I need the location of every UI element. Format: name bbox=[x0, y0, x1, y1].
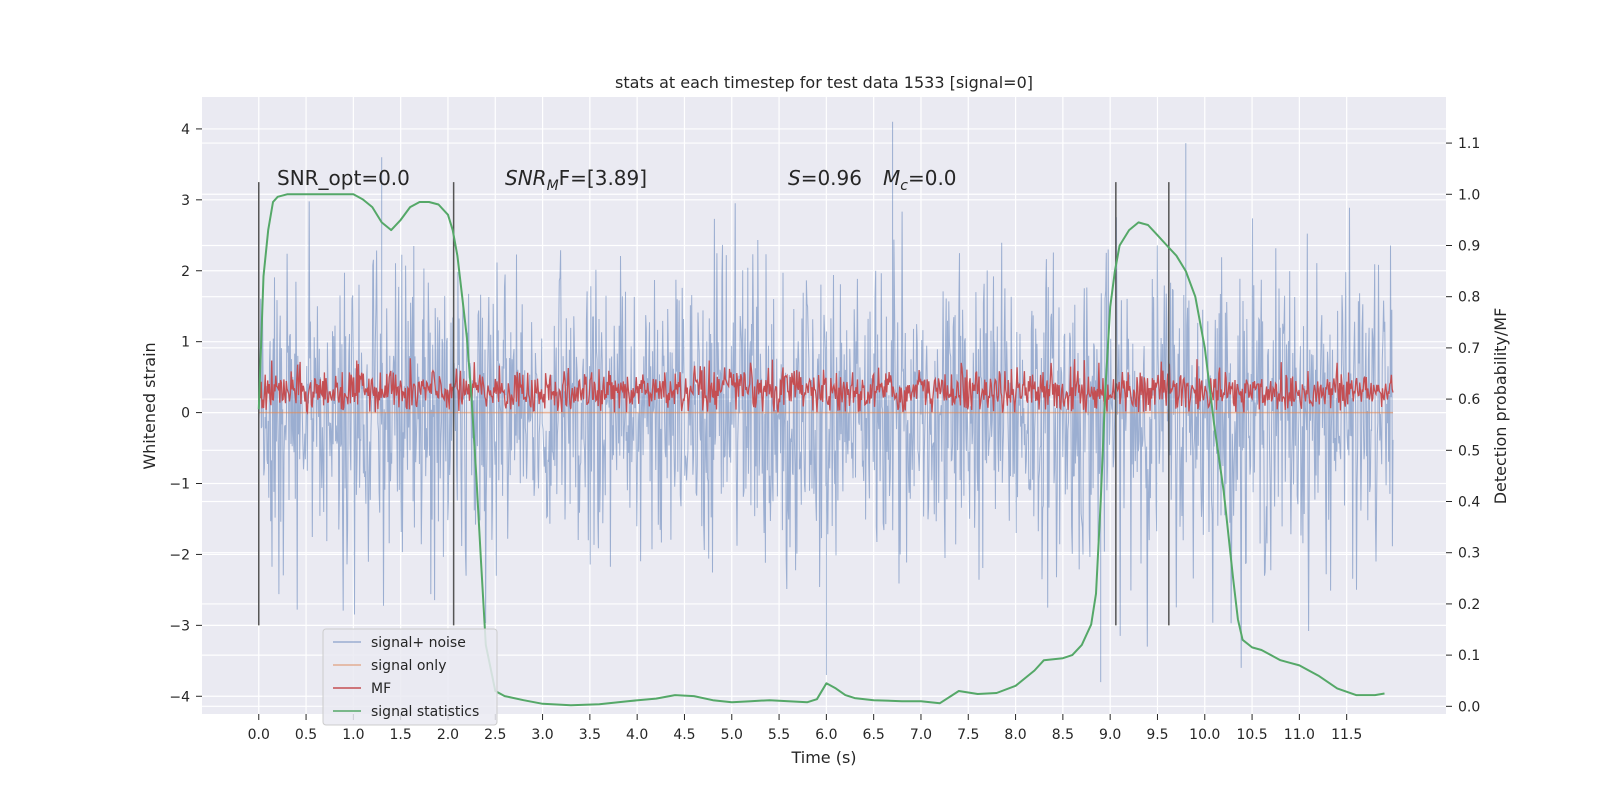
x-tick-label: 6.0 bbox=[815, 727, 837, 743]
y-axis-label: Whitened strain bbox=[140, 342, 159, 469]
s-label: S bbox=[788, 166, 801, 190]
y2-tick-label: 0.3 bbox=[1458, 546, 1480, 562]
mc-annotation: Mc=0.0 bbox=[883, 166, 957, 194]
x-tick-label: 8.5 bbox=[1052, 727, 1074, 743]
x-tick-label: 5.5 bbox=[768, 727, 790, 743]
snr-mf-annotation: SNRMF=[3.89] bbox=[505, 166, 647, 194]
y2-tick-label: 0.0 bbox=[1458, 699, 1480, 715]
y-tick-label: 2 bbox=[181, 264, 190, 280]
y2-tick-label: 0.6 bbox=[1458, 392, 1480, 408]
x-tick-label: 2.0 bbox=[437, 727, 459, 743]
signal-statistics-line bbox=[257, 193, 1385, 707]
x-tick-label: 4.5 bbox=[673, 727, 695, 743]
y-tick-label: 1 bbox=[181, 335, 190, 351]
y2-tick-label: 0.7 bbox=[1458, 341, 1480, 357]
left-axis-ticks: 4 3 2 1 0 −1 −2 −3 −4 bbox=[169, 122, 202, 705]
legend-box bbox=[322, 628, 498, 726]
y2-tick-label: 1.0 bbox=[1458, 187, 1480, 203]
x-tick-label: 10.0 bbox=[1189, 727, 1220, 743]
snr-mf-label: SNR bbox=[505, 166, 547, 190]
snr-mf-subscript: M bbox=[547, 178, 559, 194]
legend-label-signal-only: signal only bbox=[371, 658, 446, 674]
x-tick-label: 0.0 bbox=[248, 727, 270, 743]
x-tick-label: 8.0 bbox=[1004, 727, 1026, 743]
signal-noise-line bbox=[258, 121, 1394, 683]
x-tick-label: 4.0 bbox=[626, 727, 648, 743]
y2-tick-label: 0.2 bbox=[1458, 597, 1480, 613]
x-tick-label: 7.0 bbox=[910, 727, 932, 743]
y-tick-label: −3 bbox=[169, 618, 190, 634]
chart-title: stats at each timestep for test data 153… bbox=[615, 73, 1033, 92]
y-tick-label: 0 bbox=[181, 406, 190, 422]
mc-subscript: c bbox=[900, 178, 908, 194]
y2-tick-label: 0.5 bbox=[1458, 443, 1480, 459]
mc-value: =0.0 bbox=[908, 166, 957, 190]
x-tick-label: 3.0 bbox=[531, 727, 553, 743]
snr-mf-value: F=[3.89] bbox=[559, 166, 647, 190]
legend-label-noise: signal+ noise bbox=[371, 635, 466, 651]
x-axis-label: Time (s) bbox=[790, 748, 856, 767]
y-tick-label: 4 bbox=[181, 122, 190, 138]
x-tick-label: 11.0 bbox=[1284, 727, 1315, 743]
x-tick-label: 6.5 bbox=[863, 727, 885, 743]
x-tick-label: 9.5 bbox=[1146, 727, 1168, 743]
y-tick-label: 3 bbox=[181, 193, 190, 209]
y2-tick-label: 0.9 bbox=[1458, 238, 1480, 254]
y2-tick-label: 0.1 bbox=[1458, 648, 1480, 664]
x-tick-label: 5.0 bbox=[721, 727, 743, 743]
x-tick-label: 2.5 bbox=[484, 727, 506, 743]
legend: signal+ noise signal only MF signal stat… bbox=[322, 628, 498, 726]
s-annotation: S=0.96 bbox=[788, 166, 862, 190]
y2-axis-label: Detection probability/MF bbox=[1491, 308, 1510, 505]
x-tick-label: 7.5 bbox=[957, 727, 979, 743]
y2-tick-label: 0.8 bbox=[1458, 290, 1480, 306]
s-value: =0.96 bbox=[801, 166, 862, 190]
legend-label-stats: signal statistics bbox=[371, 704, 479, 720]
x-tick-label: 1.0 bbox=[342, 727, 364, 743]
snr-opt-annotation: SNR_opt=0.0 bbox=[277, 166, 410, 190]
mf-line bbox=[258, 358, 1394, 415]
x-tick-label: 11.5 bbox=[1331, 727, 1362, 743]
signal-noise-series bbox=[258, 121, 1394, 683]
signal-statistics-series bbox=[257, 193, 1385, 707]
x-axis-ticks: 0.0 0.5 1.0 1.5 2.0 2.5 3.0 3.5 4.0 4.5 5.0 5.5 6.0 6… bbox=[248, 714, 1362, 743]
x-tick-label: 9.0 bbox=[1099, 727, 1121, 743]
y2-tick-label: 1.1 bbox=[1458, 136, 1480, 152]
x-tick-label: 1.5 bbox=[390, 727, 412, 743]
x-tick-label: 0.5 bbox=[295, 727, 317, 743]
x-tick-label: 10.5 bbox=[1236, 727, 1267, 743]
mc-label: M bbox=[883, 166, 900, 190]
y-tick-label: −2 bbox=[169, 547, 190, 563]
x-tick-label: 3.5 bbox=[579, 727, 601, 743]
legend-label-mf: MF bbox=[371, 681, 391, 697]
right-axis-ticks: 1.1 1.0 0.9 0.8 0.7 0.6 0.5 0.4 0.3 0.2 0.1 0.0 bbox=[1446, 136, 1480, 715]
y-tick-label: −1 bbox=[169, 477, 190, 493]
y2-tick-label: 0.4 bbox=[1458, 495, 1480, 511]
mf-series bbox=[258, 358, 1394, 415]
y-tick-label: −4 bbox=[169, 689, 190, 705]
